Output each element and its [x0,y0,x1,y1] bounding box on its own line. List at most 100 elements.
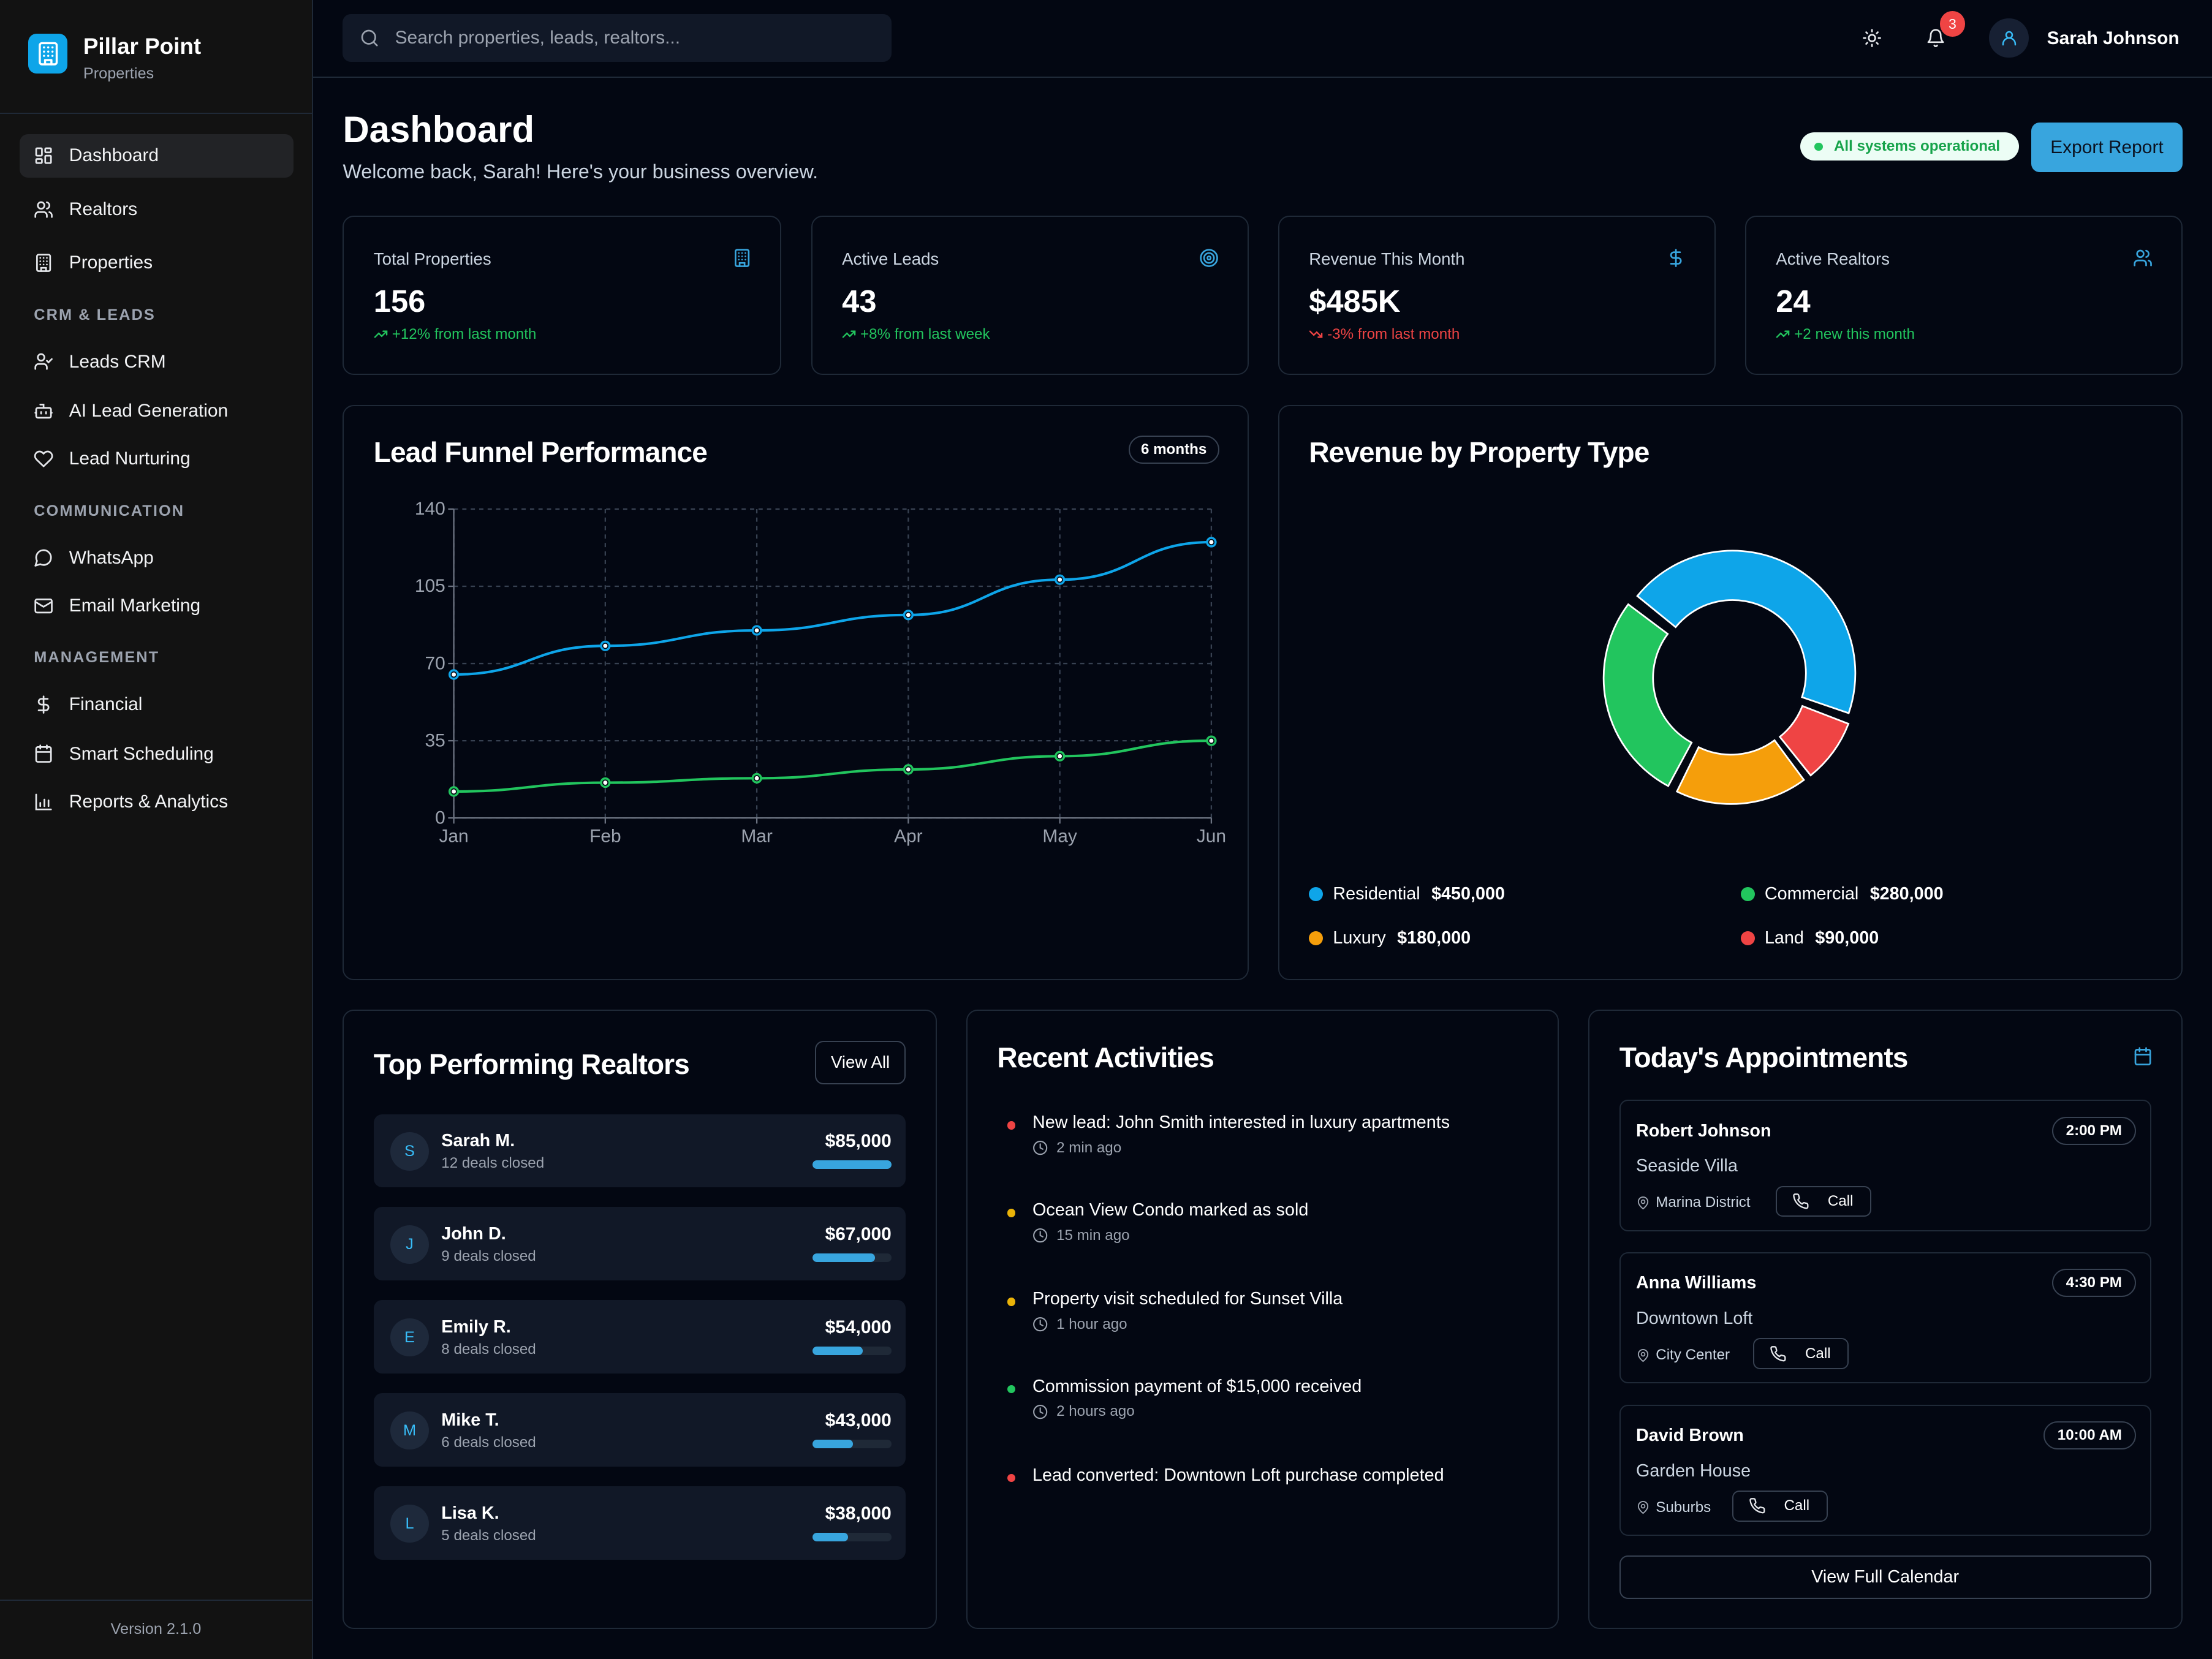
progress-bar [812,1533,892,1542]
line-chart[interactable]: 0 35 70 105 140 Jan Feb Mar Apr May Jun [344,477,1246,942]
x-tick-label: Apr [895,826,923,846]
status-badge: All systems operational [1800,132,2019,161]
sidebar-item-lead-nurturing[interactable]: Lead Nurturing [20,437,294,481]
version-label: Version 2.1.0 [110,1620,202,1638]
call-button[interactable]: Call [1753,1338,1849,1369]
activity-time: 15 min ago [1032,1227,1130,1244]
user-name[interactable]: Sarah Johnson [2047,28,2180,49]
progress-fill [812,1347,863,1356]
sidebar-item-label: Dashboard [69,145,159,166]
target-icon [1200,249,1219,267]
building-icon [36,254,51,273]
sidebar-item-properties[interactable]: Properties [20,241,294,285]
activity-dot [1007,1297,1016,1306]
legend-dot [1309,931,1324,945]
call-button[interactable]: Call [1732,1490,1828,1522]
search-input[interactable] [392,26,858,50]
bar-chart-icon [35,793,52,811]
recent-activities-card: Recent Activities New lead: John Smith i… [966,1010,1559,1630]
theme-toggle-button[interactable] [1852,18,1892,58]
call-button[interactable]: Call [1775,1185,1872,1217]
donut-slice-residential[interactable] [1636,550,1857,714]
legend-name: Residential [1333,884,1420,904]
legend-dot [1309,887,1324,902]
sidebar-item-label: Reports & Analytics [69,791,229,812]
realtor-row[interactable]: J John D. 9 deals closed $67,000 [373,1207,906,1281]
realtor-row[interactable]: S Sarah M. 12 deals closed $85,000 [373,1114,906,1188]
user-icon [2002,31,2016,46]
sidebar-divider [0,113,312,115]
activity-time-text: 2 hours ago [1056,1403,1135,1420]
sidebar-item-label: Properties [69,252,153,273]
realtor-deals: 9 deals closed [441,1248,536,1265]
view-full-calendar-button[interactable]: View Full Calendar [1619,1555,2151,1600]
appointment-location-text: City Center [1656,1347,1730,1364]
progress-fill [812,1533,848,1542]
legend-item-residential: Residential $450,000 [1309,884,1505,904]
x-tick-label: Feb [590,826,622,846]
sidebar-item-financial[interactable]: Financial [20,682,294,726]
clock-icon [1033,1228,1048,1243]
sidebar-item-realtors[interactable]: Realtors [20,187,294,231]
sidebar-item-whatsapp[interactable]: WhatsApp [20,536,294,580]
appointment-item[interactable]: David Brown 10:00 AM Garden House Suburb… [1619,1404,2151,1536]
appointment-location-text: Suburbs [1656,1498,1711,1516]
page-title: Dashboard [343,109,535,151]
view-all-button[interactable]: View All [815,1040,906,1085]
data-point-core [755,628,760,633]
sidebar-item-label: Financial [69,693,143,714]
trending-up-icon [1776,330,1790,338]
stat-change: +12% from last month [374,325,537,343]
trending-up-icon [842,330,856,338]
sidebar-item-reports-analytics[interactable]: Reports & Analytics [20,780,294,823]
export-report-button[interactable]: Export Report [2031,123,2183,172]
series-line-conversions [454,739,1212,793]
data-point-core [906,613,911,618]
appointment-item[interactable]: Anna Williams 4:30 PM Downtown Loft City… [1619,1252,2151,1384]
notification-badge: 3 [1939,11,1966,37]
brand[interactable]: Pillar Point Properties [28,34,201,82]
realtor-row[interactable]: E Emily R. 8 deals closed $54,000 [373,1300,906,1374]
realtor-amount: $43,000 [825,1410,892,1430]
x-tick-label: Jan [439,826,469,846]
x-tick-label: Mar [741,826,773,846]
realtor-row[interactable]: L Lisa K. 5 deals closed $38,000 [373,1486,906,1560]
map-pin-icon [1637,1348,1649,1362]
legend-dot [1740,887,1755,902]
avatar[interactable] [1989,18,2029,58]
appointment-item[interactable]: Robert Johnson 2:00 PM Seaside Villa Mar… [1619,1100,2151,1231]
notifications-button[interactable] [1916,18,1955,58]
search-bar[interactable] [343,14,892,62]
stat-change-text: -3% from last month [1327,325,1460,342]
activity-text: Ocean View Condo marked as sold [1032,1200,1309,1220]
sidebar-item-smart-scheduling[interactable]: Smart Scheduling [20,732,294,776]
legend-item-luxury: Luxury $180,000 [1309,928,1471,948]
sidebar-item-ai-lead-generation[interactable]: AI Lead Generation [20,389,294,433]
activity-dot [1007,1121,1016,1130]
page-subtitle: Welcome back, Sarah! Here's your busines… [343,161,819,183]
donut-slice-commercial[interactable] [1603,603,1693,787]
donut-slice-luxury[interactable] [1676,738,1806,805]
sidebar-item-dashboard[interactable]: Dashboard [20,134,294,178]
mail-icon [34,598,53,613]
clock-icon [1033,1317,1048,1332]
realtor-row[interactable]: M Mike T. 6 deals closed $43,000 [373,1393,906,1467]
range-badge[interactable]: 6 months [1128,436,1219,464]
x-tick-label: Jun [1197,826,1226,846]
x-tick-label: May [1043,826,1078,846]
status-text: All systems operational [1833,138,2001,155]
donut-slice-land[interactable] [1779,705,1850,777]
legend-name: Luxury [1333,928,1386,948]
card-title: Recent Activities [997,1041,1214,1073]
stat-change: +2 new this month [1776,326,1915,343]
sidebar: Pillar Point Properties Dashboard Realto… [0,0,314,1659]
calendar-icon[interactable] [2133,1046,2153,1066]
sidebar-item-leads-crm[interactable]: Leads CRM [20,340,294,384]
appointment-location: Marina District [1636,1194,1751,1211]
stat-change-text: +12% from last month [392,325,537,342]
users-icon [34,201,53,218]
donut-chart[interactable] [1589,536,1871,818]
stat-value: $485K [1309,284,1401,319]
legend-dot [1740,931,1755,945]
sidebar-item-email-marketing[interactable]: Email Marketing [20,584,294,627]
